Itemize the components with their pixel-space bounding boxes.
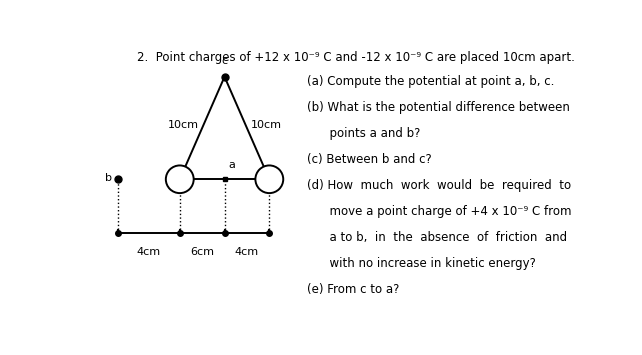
Text: (a) Compute the potential at point a, b, c.: (a) Compute the potential at point a, b,… xyxy=(307,75,554,88)
Text: b: b xyxy=(105,173,112,183)
Ellipse shape xyxy=(256,165,283,193)
Text: 4cm: 4cm xyxy=(137,247,160,257)
Text: (c) Between b and c?: (c) Between b and c? xyxy=(307,153,431,166)
Text: c: c xyxy=(221,56,228,66)
Text: points a and b?: points a and b? xyxy=(307,127,420,140)
Ellipse shape xyxy=(166,165,194,193)
Text: (d) How  much  work  would  be  required  to: (d) How much work would be required to xyxy=(307,179,571,192)
Text: a to b,  in  the  absence  of  friction  and: a to b, in the absence of friction and xyxy=(307,231,567,244)
Text: move a point charge of +4 x 10⁻⁹ C from: move a point charge of +4 x 10⁻⁹ C from xyxy=(307,205,571,218)
Text: 4cm: 4cm xyxy=(235,247,259,257)
Text: 6cm: 6cm xyxy=(190,247,214,257)
Text: 10cm: 10cm xyxy=(250,120,281,130)
Text: (b) What is the potential difference between: (b) What is the potential difference bet… xyxy=(307,102,569,114)
Text: 2.  Point charges of +12 x 10⁻⁹ C and -12 x 10⁻⁹ C are placed 10cm apart.: 2. Point charges of +12 x 10⁻⁹ C and -12… xyxy=(137,51,575,64)
Text: 10cm: 10cm xyxy=(168,120,199,130)
Text: a: a xyxy=(229,160,236,170)
Text: (e) From c to a?: (e) From c to a? xyxy=(307,283,399,296)
Text: with no increase in kinetic energy?: with no increase in kinetic energy? xyxy=(307,257,535,270)
